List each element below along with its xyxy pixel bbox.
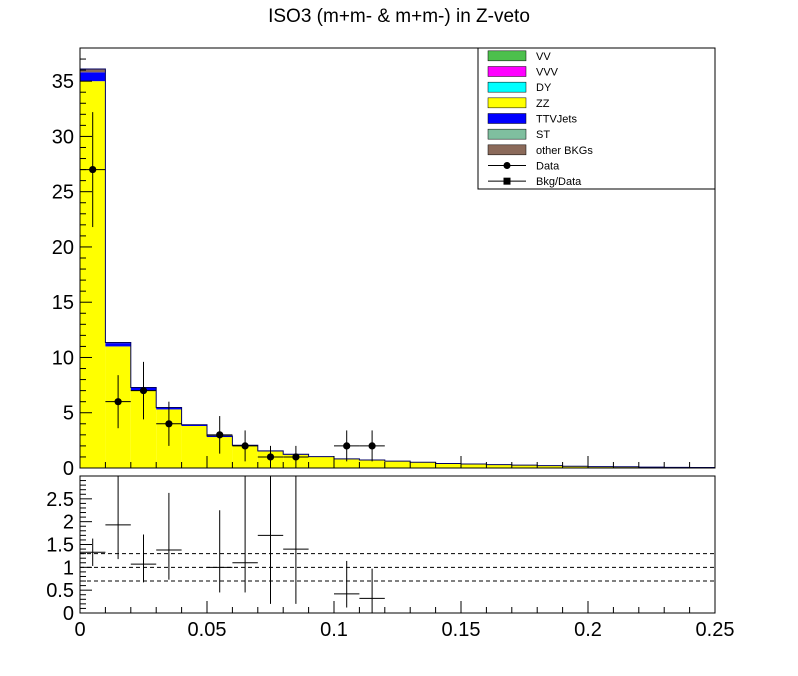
legend-label: DY (536, 82, 552, 94)
stack-bar-zz (181, 426, 207, 468)
stack-bar-zz (334, 459, 360, 468)
legend-label: ST (536, 129, 550, 141)
legend-swatch (487, 113, 527, 124)
data-point (343, 442, 351, 450)
legend-swatch (487, 50, 527, 62)
ratio-plot-area (80, 476, 715, 613)
ratio-y-tick-label: 1.5 (46, 535, 74, 557)
x-tick-label: 0.05 (188, 619, 227, 641)
y-tick-label: 10 (52, 347, 74, 369)
ratio-y-tick-label: 1 (63, 557, 74, 579)
x-tick-label: 0.15 (442, 619, 481, 641)
ratio-y-tick-label: 0.5 (46, 580, 74, 602)
legend-swatch (487, 97, 527, 109)
legend-label: TTVJets (536, 114, 577, 126)
chart-title: ISO3 (m+m- & m+m-) in Z-veto (268, 6, 530, 27)
y-tick-label: 35 (52, 71, 74, 93)
legend-marker (503, 177, 511, 185)
x-tick-label: 0.1 (320, 619, 348, 641)
data-point (216, 431, 224, 439)
stack-bar-zz (588, 466, 614, 468)
data-point (114, 398, 122, 406)
legend-label: other BKGs (536, 145, 593, 157)
ratio-y-tick-label: 2 (63, 512, 74, 534)
legend-swatch (487, 144, 527, 156)
y-tick-label: 30 (52, 126, 74, 148)
legend-label: VVV (536, 67, 559, 79)
x-tick-label: 0.25 (696, 619, 735, 641)
stack-bar-zz (435, 463, 461, 468)
stack-bar-zz (486, 464, 512, 468)
stack-bar-zz (384, 461, 411, 468)
y-tick-label: 25 (52, 182, 74, 204)
data-point (292, 453, 300, 461)
data-point (89, 165, 97, 174)
legend-label: VV (536, 51, 551, 63)
stack-bar-ttvjets (80, 72, 106, 82)
stack-bar-zz (308, 456, 334, 468)
y-tick-label: 15 (52, 292, 74, 314)
stack-bar-zz (537, 465, 563, 468)
data-point (368, 442, 376, 450)
stack-bar-zz (410, 462, 436, 468)
stack-bar-ttvjets (181, 424, 207, 426)
legend-marker (503, 162, 511, 169)
stack-bar-ttvjets (105, 343, 131, 347)
legend-label: ZZ (536, 98, 550, 110)
stack-bar-other-bkgs (80, 69, 106, 73)
data-point (139, 387, 148, 395)
x-tick-label: 0.2 (574, 619, 602, 641)
stack-bar-zz (562, 466, 588, 468)
ratio-panel: 00.511.522.5 0 0.05 0.1 0.15 0.2 0.25 (46, 475, 735, 641)
ratio-y-tick-label: 2.5 (46, 489, 74, 511)
stack-bar-zz (511, 465, 538, 468)
y-tick-label: 0 (63, 458, 74, 480)
x-tick-label: 0 (74, 619, 85, 641)
data-point (266, 453, 275, 461)
stack-bar-zz (613, 466, 639, 468)
legend-label: Data (536, 161, 560, 173)
ratio-y-tick-label: 0 (63, 603, 74, 625)
legend-swatch (487, 66, 527, 77)
stack-bar-zz (359, 460, 385, 468)
y-tick-label: 5 (63, 403, 74, 425)
y-tick-label: 20 (52, 237, 74, 259)
data-point (165, 420, 173, 428)
legend-swatch (487, 81, 527, 93)
data-point (241, 442, 249, 450)
legend-label: Bkg/Data (536, 176, 582, 188)
stack-bar-zz (461, 464, 487, 468)
legend-swatch (487, 128, 527, 140)
